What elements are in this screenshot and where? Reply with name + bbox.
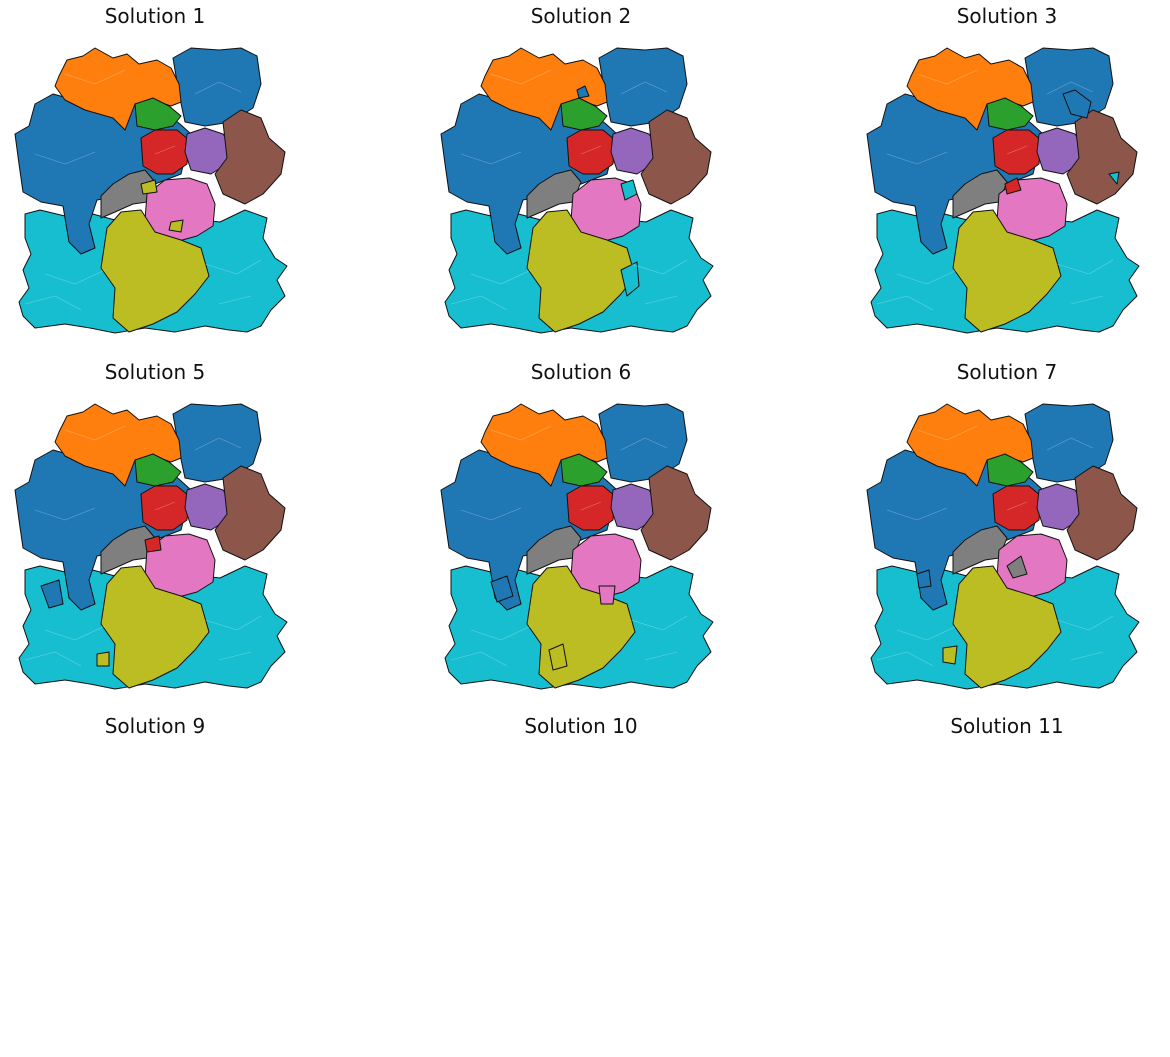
solution-panel-1: Solution 1: [5, 0, 305, 345]
cyan-district: [1108, 171, 1120, 185]
solution-panel-7: Solution 7: [857, 356, 1157, 701]
panel-title: Solution 10: [524, 714, 638, 738]
orange-district: [906, 403, 1034, 487]
blue-district: [916, 569, 932, 589]
olive-district: [140, 179, 158, 195]
brown-district: [640, 109, 712, 205]
blue-district: [172, 47, 262, 127]
red-district: [140, 485, 190, 531]
district-map: [440, 403, 714, 690]
cyan-district: [620, 261, 640, 297]
red-district: [566, 129, 616, 175]
solution-panel-3: Solution 3: [857, 0, 1157, 345]
brown-district: [640, 465, 712, 561]
district-map: [440, 47, 714, 334]
orange-district: [54, 47, 182, 131]
orange-district: [480, 47, 608, 131]
cyan-district: [620, 179, 638, 201]
blue-district: [1062, 89, 1092, 119]
blue-district: [576, 85, 590, 99]
olive-district: [96, 651, 110, 667]
blue-district: [1024, 403, 1114, 483]
olive-district: [942, 645, 958, 665]
district-map: [14, 47, 288, 334]
solution-panel-6: Solution 6: [431, 356, 731, 701]
precinct-borders: [450, 425, 688, 667]
green-district: [560, 97, 608, 131]
brown-district: [214, 109, 286, 205]
green-district: [986, 453, 1034, 487]
red-district: [1004, 177, 1022, 195]
panel-title: Solution 11: [950, 714, 1064, 738]
precinct-borders: [450, 69, 688, 311]
panel-title: Solution 9: [104, 714, 206, 738]
green-district: [986, 97, 1034, 131]
green-district: [134, 97, 182, 131]
panel-title: Solution 3: [956, 4, 1058, 28]
blue-district: [598, 47, 688, 127]
orange-district: [906, 47, 1034, 131]
blue-district: [40, 579, 64, 609]
brown-district: [1066, 109, 1138, 205]
precinct-borders: [876, 425, 1114, 667]
precinct-borders: [24, 69, 262, 311]
olive-district: [952, 565, 1062, 689]
red-district: [992, 129, 1042, 175]
gray-district: [1006, 555, 1028, 579]
orange-district: [54, 403, 182, 487]
district-map: [866, 403, 1140, 690]
brown-district: [1066, 465, 1138, 561]
solution-panel-5: Solution 5: [5, 356, 305, 701]
solution-panel-9: Solution 9: [5, 712, 305, 1057]
panel-title: Solution 6: [530, 360, 632, 384]
panel-title: Solution 7: [956, 360, 1058, 384]
olive-district: [100, 209, 210, 333]
orange-district: [480, 403, 608, 487]
district-map: [14, 403, 288, 690]
red-district: [140, 129, 190, 175]
district-map: [866, 47, 1140, 334]
blue-district: [1024, 47, 1114, 127]
olive-district: [168, 219, 184, 233]
olive-district: [526, 209, 636, 333]
olive-district: [952, 209, 1062, 333]
pink-district: [598, 585, 616, 605]
precinct-borders: [876, 69, 1114, 311]
precinct-borders: [24, 425, 262, 667]
brown-district: [214, 465, 286, 561]
blue-district: [172, 403, 262, 483]
panel-title: Solution 5: [104, 360, 206, 384]
olive-district: [100, 565, 210, 689]
solution-panel-11: Solution 11: [857, 712, 1157, 1057]
panel-title: Solution 2: [530, 4, 632, 28]
blue-district: [490, 575, 514, 603]
red-district: [566, 485, 616, 531]
solution-panel-2: Solution 2: [431, 0, 731, 345]
blue-district: [598, 403, 688, 483]
green-district: [560, 453, 608, 487]
olive-district: [548, 643, 568, 671]
solution-panel-10: Solution 10: [431, 712, 731, 1057]
red-district: [144, 535, 162, 553]
panel-title: Solution 1: [104, 4, 206, 28]
red-district: [992, 485, 1042, 531]
green-district: [134, 453, 182, 487]
